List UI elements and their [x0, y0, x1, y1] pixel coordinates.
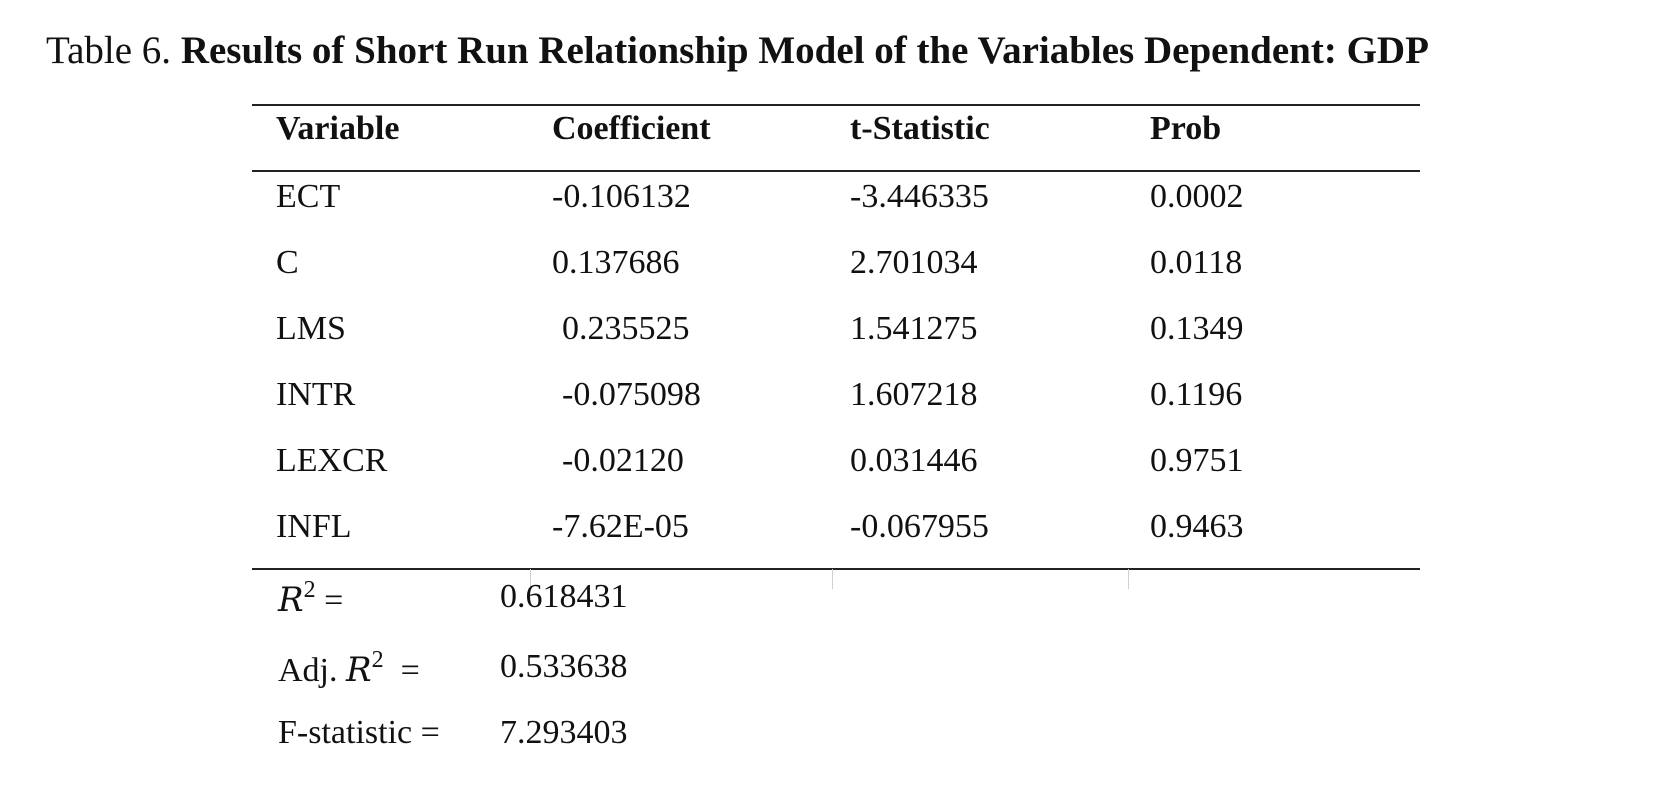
cell-variable: INTR: [276, 376, 356, 413]
cell-variable: INFL: [276, 508, 352, 545]
cell-coefficient: 0.137686: [552, 244, 680, 281]
caption-title: Results of Short Run Relationship Model …: [180, 29, 1429, 72]
header-coefficient: Coefficient: [552, 110, 711, 147]
cell-prob: 0.1196: [1150, 376, 1243, 413]
header-variable: Variable: [276, 110, 400, 147]
r-squared-value: 0.618431: [500, 578, 628, 615]
cell-coefficient: -7.62E-05: [552, 508, 689, 545]
cell-t-statistic: -0.067955: [850, 508, 989, 545]
column-separator: [832, 569, 833, 589]
cell-prob: 0.1349: [1150, 310, 1244, 347]
f-statistic-label: F-statistic =: [278, 714, 440, 751]
column-separator: [530, 569, 531, 589]
cell-t-statistic: -3.446335: [850, 178, 989, 215]
cell-variable: LEXCR: [276, 442, 388, 479]
caption-label: Table 6.: [46, 29, 181, 72]
cell-prob: 0.9751: [1150, 442, 1244, 479]
column-separator: [1128, 569, 1129, 589]
cell-coefficient: -0.075098: [562, 376, 701, 413]
f-statistic-value: 7.293403: [500, 714, 628, 751]
table-header-rule: [252, 170, 1420, 172]
adj-r-squared-value: 0.533638: [500, 648, 628, 685]
cell-t-statistic: 2.701034: [850, 244, 978, 281]
table-bottom-rule: [252, 568, 1420, 570]
cell-t-statistic: 0.031446: [850, 442, 978, 479]
cell-t-statistic: 1.607218: [850, 376, 978, 413]
table-caption: Table 6. Results of Short Run Relationsh…: [46, 28, 1429, 75]
cell-coefficient: -0.106132: [552, 178, 691, 215]
r-squared-label: R2 =: [278, 577, 344, 620]
cell-prob: 0.9463: [1150, 508, 1244, 545]
cell-variable: ECT: [276, 178, 341, 215]
cell-coefficient: -0.02120: [562, 442, 684, 479]
cell-variable: LMS: [276, 310, 346, 347]
cell-t-statistic: 1.541275: [850, 310, 978, 347]
header-prob: Prob: [1150, 110, 1222, 147]
header-t-statistic: t-Statistic: [850, 110, 990, 147]
cell-prob: 0.0002: [1150, 178, 1244, 215]
table-top-rule: [252, 104, 1420, 106]
adj-r-squared-label: Adj. R2 =: [278, 647, 420, 690]
cell-variable: C: [276, 244, 299, 281]
cell-coefficient: 0.235525: [562, 310, 690, 347]
cell-prob: 0.0118: [1150, 244, 1243, 281]
